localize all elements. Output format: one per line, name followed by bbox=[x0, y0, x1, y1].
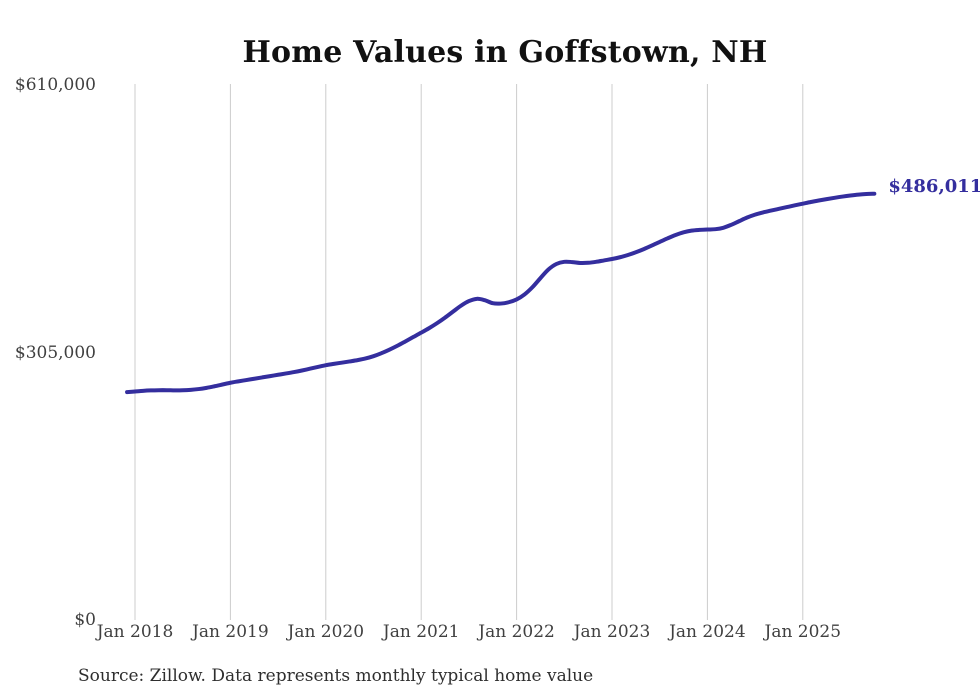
chart-title: Home Values in Goffstown, NH bbox=[242, 35, 768, 70]
latest-value-label: $486,011 bbox=[888, 175, 980, 197]
home-value-line bbox=[125, 191, 877, 395]
y-tick-label: $305,000 bbox=[14, 342, 96, 363]
y-tick-label: $610,000 bbox=[14, 75, 96, 95]
x-tick-label: Jan 2023 bbox=[573, 622, 651, 642]
x-tick-label: Jan 2020 bbox=[287, 622, 365, 642]
y-tick-label: $0 bbox=[74, 610, 96, 630]
gridlines bbox=[134, 84, 804, 620]
source-note: Source: Zillow. Data represents monthly … bbox=[78, 666, 594, 686]
x-tick-label: Jan 2021 bbox=[382, 622, 460, 642]
x-tick-label: Jan 2025 bbox=[764, 622, 842, 642]
x-tick-label: Jan 2022 bbox=[478, 622, 555, 642]
x-tick-label: Jan 2019 bbox=[192, 622, 269, 642]
x-tick-label: Jan 2024 bbox=[669, 622, 746, 642]
x-tick-label: Jan 2018 bbox=[96, 622, 174, 642]
